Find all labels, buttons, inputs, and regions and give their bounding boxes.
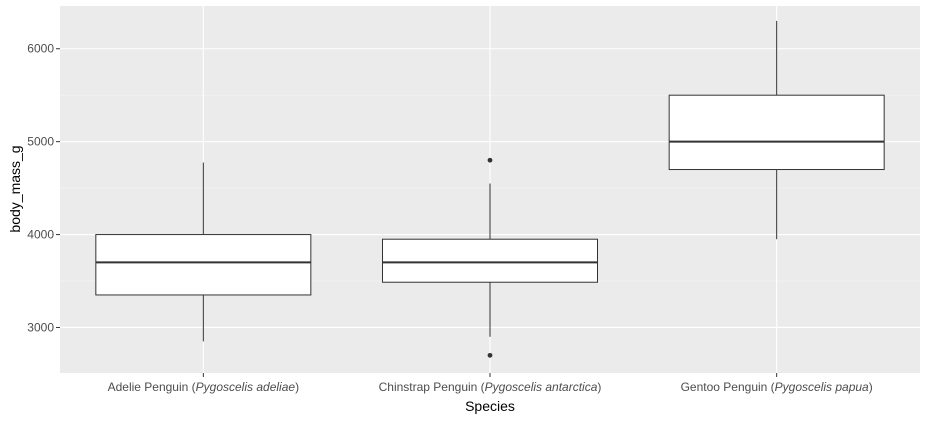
x-axis-title: Species	[465, 398, 515, 414]
x-axis-ticks: Adelie Penguin (Pygoscelis adeliae) Chins…	[108, 373, 873, 394]
box-iqr	[668, 94, 885, 171]
boxes-layer	[95, 20, 885, 358]
y-tick-label: 6000	[27, 42, 54, 56]
y-axis-title: body_mass_g	[7, 145, 23, 232]
outlier-point	[487, 157, 493, 163]
outlier-point	[487, 352, 493, 358]
x-tick-label: Gentoo Penguin (Pygoscelis papua)	[681, 380, 873, 394]
y-tick-label: 4000	[27, 228, 54, 242]
box-iqr	[95, 234, 312, 296]
y-tick-label: 5000	[27, 135, 54, 149]
y-axis-ticks: 3000 4000 5000 6000	[27, 42, 60, 334]
box-iqr	[382, 238, 598, 283]
x-tick-label: Chinstrap Penguin (Pygoscelis antarctica…	[379, 380, 602, 394]
y-tick-label: 3000	[27, 320, 54, 334]
x-tick-label: Adelie Penguin (Pygoscelis adeliae)	[108, 380, 299, 394]
